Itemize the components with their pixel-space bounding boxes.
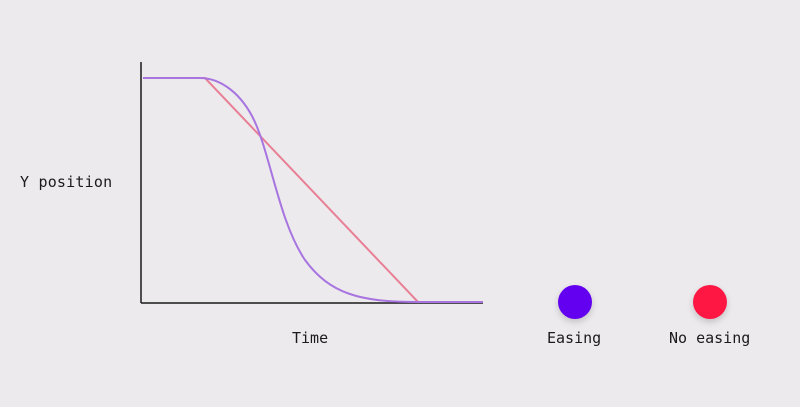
no-easing-label: No easing (669, 329, 751, 347)
x-axis-label: Time (292, 329, 329, 347)
y-axis-label: Y position (20, 173, 113, 191)
easing-curve (143, 77, 483, 303)
easing-dot (558, 285, 592, 319)
easing-label: Easing (547, 329, 602, 347)
no-easing-dot (693, 285, 727, 319)
